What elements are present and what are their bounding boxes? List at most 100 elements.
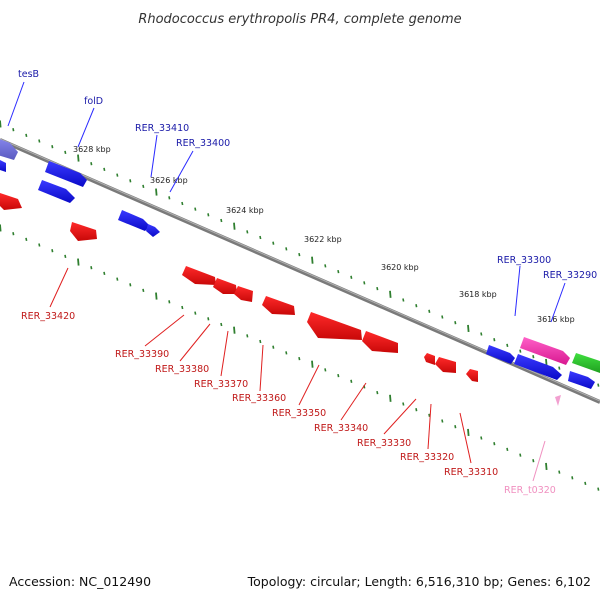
tick-mark [194,311,197,315]
tick-mark [233,326,236,334]
tick-mark [272,345,275,349]
tick-mark [584,481,587,486]
label-folD[interactable]: folD [84,96,103,107]
inner-tick-track [0,224,600,491]
gene-pink[interactable] [520,337,570,365]
label-RER_33300[interactable]: RER_33300 [497,255,551,266]
tick-mark [168,300,171,304]
label-RER_t0320[interactable]: RER_t0320 [504,485,556,496]
gene-RER_33300[interactable] [514,354,562,380]
tick-mark [350,275,353,279]
label-RER_33370[interactable]: RER_33370 [194,379,248,390]
tick-mark [285,351,288,355]
label-RER_33400[interactable]: RER_33400 [176,138,230,149]
gene-RER_33330[interactable] [424,353,435,365]
tick-mark [142,288,145,293]
tick-mark [558,470,561,474]
label-RER_33420[interactable]: RER_33420 [21,311,75,322]
tick-mark [155,188,158,196]
gene-reverse[interactable] [70,222,97,241]
label-RER_33390[interactable]: RER_33390 [115,349,169,360]
gene-RER_33350[interactable] [307,312,362,340]
label-RER_33340[interactable]: RER_33340 [314,423,368,434]
genome-summary: Topology: circular; Length: 6,516,310 bp… [247,574,591,589]
label-RER_33410[interactable]: RER_33410 [135,123,189,134]
tick-mark [324,368,327,372]
tick-mark [519,349,522,353]
scale-label: 3620 kbp [381,263,419,272]
label-tesB[interactable]: tesB [18,69,39,80]
tick-mark [0,224,2,232]
reverse-genes [0,193,478,382]
tick-mark [220,322,223,327]
tick-mark [480,332,483,336]
gene-RER_33410[interactable] [118,210,150,231]
tick-mark [493,442,496,446]
tick-mark [350,379,353,383]
tick-mark [103,271,106,276]
tick-mark [324,264,327,268]
tick-mark [415,408,418,412]
tick-mark [51,249,54,253]
tick-mark [285,247,288,251]
label-RER_33360[interactable]: RER_33360 [232,393,286,404]
tick-mark [246,230,249,234]
tick-mark [51,145,54,149]
tick-mark [233,222,236,230]
label-RER_33380[interactable]: RER_33380 [155,364,209,375]
tick-mark [38,243,41,247]
gene-RER_33380[interactable] [213,278,237,294]
gene-RER_33360[interactable] [262,296,295,315]
tick-mark [207,213,210,217]
label-RER_33310[interactable]: RER_33310 [444,467,498,478]
tick-mark [402,402,405,406]
tick-mark [103,167,106,172]
tick-mark [77,154,80,162]
tick-mark [25,237,28,242]
gene-forward[interactable] [486,345,515,364]
forward-genes [0,137,595,389]
tick-mark [220,218,223,223]
tick-mark [90,266,93,270]
label-RER_33290[interactable]: RER_33290 [543,270,597,281]
tick-mark [337,269,340,274]
label-RER_33320[interactable]: RER_33320 [400,452,454,463]
scale-label: 3626 kbp [150,176,188,185]
tick-mark [597,487,600,491]
tick-mark [428,413,431,417]
tick-mark [90,162,93,166]
tick-mark [428,309,431,313]
gene-forward[interactable] [0,160,6,172]
gene-RER_33320[interactable] [435,357,456,373]
tick-mark [519,453,522,457]
gene-RER_33340[interactable] [362,331,398,353]
label-RER_33330[interactable]: RER_33330 [357,438,411,449]
tick-mark [12,232,15,236]
tick-mark [389,394,392,402]
gene-RER_33310[interactable] [466,369,478,382]
trna-arrow[interactable] [555,395,561,406]
tick-mark [363,281,366,285]
tick-mark [181,201,184,206]
gene-RER_33400[interactable] [146,224,160,237]
gene-RER_33370[interactable] [234,286,253,302]
tick-mark [64,150,67,155]
tick-mark [506,447,509,452]
gene-tesB[interactable] [0,137,18,160]
gene-folD[interactable] [45,161,87,187]
gene-forward[interactable] [568,371,595,389]
gene-RER_33420[interactable] [0,193,22,210]
gene-RER_33390[interactable] [182,266,216,285]
label-RER_33350[interactable]: RER_33350 [272,408,326,419]
tick-mark [38,139,41,143]
scale-label: 3618 kbp [459,290,497,299]
tick-mark [337,373,340,378]
tick-mark [467,324,470,332]
tick-mark [155,292,158,300]
scale-label: 3628 kbp [73,145,111,154]
tick-mark [246,334,249,338]
tick-mark [415,304,418,308]
gene-forward[interactable] [38,180,75,203]
gene-green[interactable] [572,353,600,373]
tick-mark [194,207,197,211]
